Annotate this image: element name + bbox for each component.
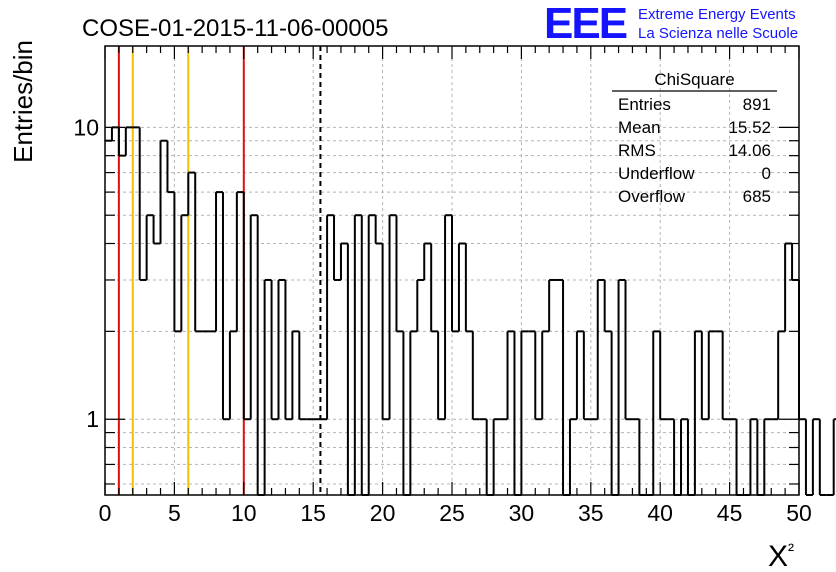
chart-title: COSE-01-2015-11-06-00005	[82, 15, 388, 42]
eee-title: Extreme Energy Events	[638, 6, 796, 23]
stats-box-name: ChiSquare	[654, 70, 734, 89]
x-tick-label: 15	[300, 500, 326, 526]
stats-row-label: RMS	[618, 141, 656, 160]
stats-row-label: Mean	[618, 118, 661, 137]
stats-box: ChiSquare Entries 891 Mean 15.52 RMS 14.06 Unde…	[612, 70, 777, 206]
y-tick-label: 1	[86, 406, 99, 432]
x-tick-label: 30	[509, 500, 535, 526]
stats-row-value: 0	[762, 164, 771, 183]
x-tick-label: 35	[578, 500, 604, 526]
eee-subtitle: La Scienza nelle Scuole	[638, 25, 799, 42]
y-axis-label: Entries/bin	[8, 40, 38, 163]
eee-logo: EEE	[544, 0, 628, 48]
x-tick-label: 0	[99, 500, 112, 526]
x-axis-label: X²	[768, 540, 794, 572]
stats-row-value: 15.52	[728, 118, 771, 137]
histogram-series	[105, 126, 836, 496]
x-tick-label: 25	[439, 500, 465, 526]
axis-ticks	[104, 46, 800, 495]
y-tick-label: 10	[73, 114, 99, 140]
x-axis-label-text: X²	[768, 540, 794, 572]
tick-labels: 0 5 10 15 20 25 30 35 40 45 50 1 10	[73, 114, 811, 526]
x-tick-label: 20	[370, 500, 396, 526]
stats-row-label: Overflow	[618, 187, 686, 206]
stats-row-value: 891	[743, 95, 771, 114]
grid-lines	[105, 46, 799, 495]
stats-row-label: Entries	[618, 95, 671, 114]
x-tick-label: 5	[168, 500, 181, 526]
stats-row-label: Underflow	[618, 164, 695, 183]
reference-lines	[117, 46, 322, 495]
stats-row-value: 685	[743, 187, 771, 206]
x-tick-label: 10	[231, 500, 257, 526]
x-tick-label: 50	[786, 500, 812, 526]
stats-row-value: 14.06	[728, 141, 771, 160]
x-tick-label: 45	[717, 500, 743, 526]
x-tick-label: 40	[647, 500, 673, 526]
